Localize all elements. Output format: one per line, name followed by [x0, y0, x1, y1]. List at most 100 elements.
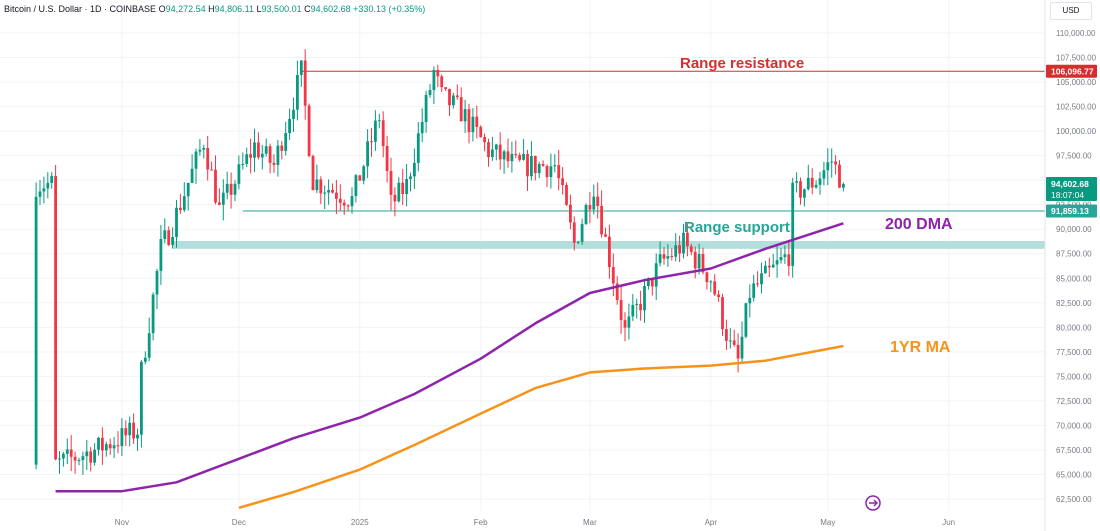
- candle-body: [647, 278, 650, 287]
- candle-body: [97, 437, 100, 450]
- candle-body: [810, 177, 814, 188]
- candle-body: [198, 149, 202, 152]
- candle-body: [210, 169, 213, 171]
- candle-body: [732, 340, 736, 345]
- candle-body: [444, 87, 447, 89]
- currency-button[interactable]: USD: [1050, 2, 1092, 20]
- candle-body: [257, 142, 260, 158]
- candle-body: [557, 165, 561, 179]
- symbol-title: Bitcoin / U.S. Dollar · 1D · COINBASE: [4, 4, 157, 14]
- y-tick-label: 72,500.00: [1056, 397, 1092, 406]
- low-label: L: [256, 4, 262, 14]
- candle-body: [194, 151, 198, 169]
- y-tick-label: 102,500.00: [1056, 103, 1097, 112]
- candle-body: [725, 329, 728, 341]
- range-resistance-label: Range resistance: [680, 55, 804, 72]
- candle-body: [420, 122, 424, 134]
- candle-body: [662, 254, 666, 259]
- candle-body: [101, 437, 104, 451]
- candle-body: [366, 141, 369, 167]
- candle-body: [140, 361, 143, 435]
- candle-body: [73, 456, 77, 461]
- candle-body: [284, 133, 288, 151]
- candle-body: [307, 105, 311, 156]
- candle-body: [463, 109, 467, 122]
- candle-body: [229, 183, 233, 195]
- price-axis-panel[interactable]: [1045, 0, 1100, 531]
- candle-body: [494, 144, 498, 150]
- candle-body: [311, 155, 315, 191]
- y-tick-label: 77,500.00: [1056, 348, 1092, 357]
- candle-body: [128, 422, 132, 436]
- candle-body: [721, 297, 724, 330]
- candle-body: [459, 97, 463, 122]
- candle-body: [471, 116, 475, 133]
- x-tick-label: Nov: [115, 518, 129, 527]
- y-tick-label: 110,000.00: [1056, 29, 1096, 38]
- candle-body: [787, 254, 791, 266]
- x-tick-label: 2025: [351, 518, 369, 527]
- open-label: O: [158, 4, 166, 14]
- close-value: 94,602.68: [310, 4, 351, 14]
- candle-body: [767, 265, 771, 268]
- candle-body: [151, 294, 155, 334]
- x-tick-label: Feb: [474, 518, 488, 527]
- candle-body: [533, 156, 537, 174]
- candle-body: [604, 234, 607, 237]
- y-tick-label: 105,000.00: [1056, 78, 1097, 87]
- current-price-text: 94,602.68: [1051, 179, 1089, 189]
- candle-body: [842, 184, 845, 188]
- x-tick-label: Jun: [942, 518, 955, 527]
- candle-body: [736, 344, 740, 359]
- y-tick-label: 70,000.00: [1056, 421, 1092, 430]
- candle-body: [748, 297, 752, 304]
- candle-body: [77, 460, 81, 462]
- candle-body: [553, 165, 557, 167]
- candle-body: [264, 146, 268, 154]
- candle-body: [588, 205, 592, 210]
- symbol-header: Bitcoin / U.S. Dollar · 1D · COINBASE O 9…: [4, 4, 425, 14]
- candle-body: [299, 60, 303, 75]
- resistance-price-tag: [1046, 64, 1097, 78]
- candle-body: [705, 272, 709, 283]
- candle-body: [795, 181, 798, 183]
- y-tick-label: 85,000.00: [1056, 274, 1092, 283]
- candle-body: [424, 94, 428, 123]
- candle-body: [389, 171, 393, 195]
- annotations: Range resistance Range support 200 DMA 1YR …: [680, 55, 1097, 511]
- candle-body: [85, 451, 89, 457]
- candle-body: [826, 162, 830, 171]
- range-support-label: Range support: [684, 219, 790, 236]
- x-tick-label: Mar: [583, 518, 597, 527]
- candle-body: [413, 162, 416, 177]
- replay-icon[interactable]: [865, 495, 881, 511]
- candle-body: [596, 196, 600, 206]
- candle-body: [580, 224, 584, 242]
- candle-body: [654, 263, 658, 287]
- candle-body: [752, 283, 756, 298]
- candle-body: [569, 204, 572, 223]
- candle-body: [303, 60, 307, 106]
- candle-body: [147, 333, 151, 358]
- candle-body: [350, 196, 354, 207]
- close-label: C: [304, 4, 311, 14]
- candle-body: [272, 162, 276, 165]
- candle-body: [416, 133, 420, 163]
- candle-body: [116, 445, 120, 447]
- resistance-price-tag-text: 106,096.77: [1051, 66, 1094, 76]
- candle-body: [167, 230, 171, 245]
- x-tick-label: Dec: [232, 518, 246, 527]
- candle-body: [643, 286, 646, 311]
- candle-body: [518, 155, 522, 160]
- y-tick-label: 80,000.00: [1056, 323, 1092, 332]
- candle-body: [764, 265, 767, 274]
- candle-body: [50, 175, 54, 183]
- candle-body: [674, 245, 678, 257]
- candle-body: [455, 95, 459, 98]
- candle-body: [600, 205, 603, 235]
- candle-body: [487, 142, 490, 158]
- candle-body: [280, 145, 284, 151]
- candle-body: [182, 196, 186, 211]
- candle-body: [771, 264, 775, 268]
